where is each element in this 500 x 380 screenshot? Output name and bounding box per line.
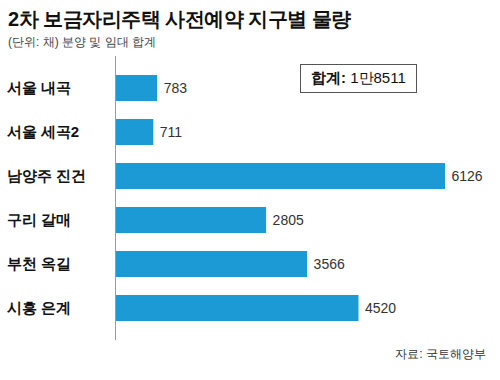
- svg-text:711: 711: [160, 124, 183, 140]
- svg-text:3566: 3566: [314, 256, 345, 272]
- svg-text:6126: 6126: [452, 168, 483, 184]
- html-text:2차 보금자리주택 사전예약 지구별 물량: 2차 보금자리주택 사전예약 지구별 물량: [8, 8, 351, 30]
- svg-text:4520: 4520: [365, 300, 396, 316]
- svg-text:남양주 진건: 남양주 진건: [7, 167, 86, 184]
- svg-text:783: 783: [164, 80, 188, 96]
- svg-text:구리 갈매: 구리 갈매: [7, 211, 71, 228]
- svg-text:서울 세곡2: 서울 세곡2: [7, 123, 80, 140]
- svg-text:부천 옥길: 부천 옥길: [7, 255, 71, 272]
- html-text:(단위: 채) 분양 및 임대 합계: (단위: 채) 분양 및 임대 합계: [8, 35, 156, 49]
- html-text:자료: 국토해양부: 자료: 국토해양부: [395, 347, 486, 361]
- svg-text:서울 내곡: 서울 내곡: [7, 79, 71, 96]
- svg-text:시흥 은계: 시흥 은계: [7, 299, 71, 316]
- html-text:합계: 1만8511: 합계: 1만8511: [311, 69, 406, 86]
- svg-text:2805: 2805: [273, 212, 304, 228]
